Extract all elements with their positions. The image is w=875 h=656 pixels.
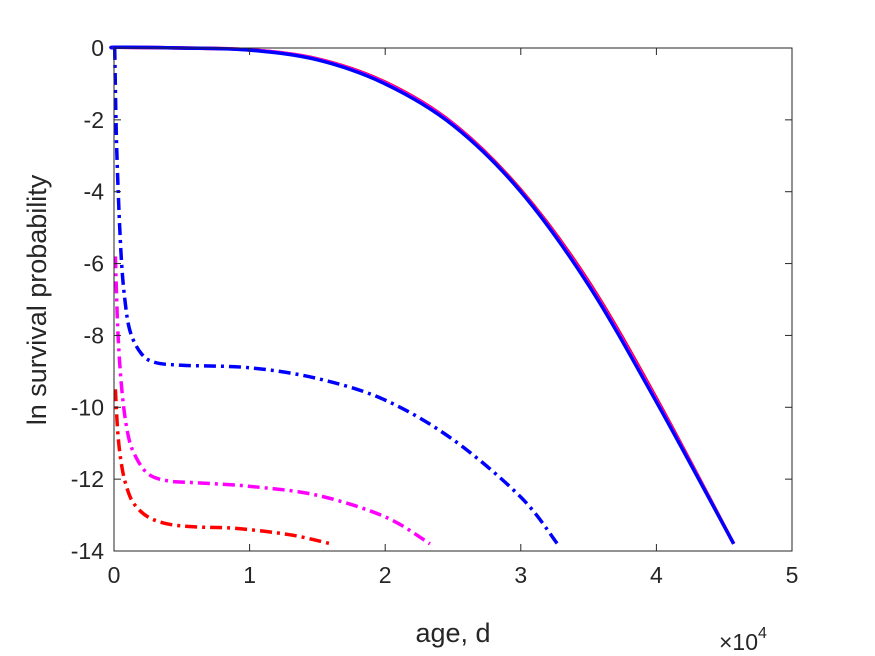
- x-tick-label-2: 2: [379, 562, 392, 588]
- x-tick-label-3: 3: [514, 562, 527, 588]
- x-tick-label-4: 4: [650, 562, 663, 588]
- series-line-4: [113, 256, 431, 546]
- y-tick-label-4: -8: [84, 322, 104, 348]
- y-tick-label-6: -12: [71, 466, 104, 492]
- tick-layer: 0 1 2 3 4 5 0 -2 -4 -6 -8 -10 -12 -14: [71, 35, 799, 588]
- y-tick-label-0: 0: [91, 35, 104, 61]
- x-axis-multiplier-exponent: 4: [758, 625, 767, 642]
- y-tick-label-5: -10: [71, 394, 104, 420]
- y-tick-label-3: -6: [84, 251, 104, 277]
- x-axis-multiplier: ×104: [719, 625, 767, 655]
- x-tick-label-5: 5: [786, 562, 799, 588]
- y-tick-label-1: -2: [84, 107, 104, 133]
- series-line-3: [113, 389, 332, 546]
- x-axis-label: age, d: [415, 618, 490, 648]
- plot-frame: [113, 47, 793, 552]
- y-axis-label: ln survival probability: [22, 174, 52, 425]
- x-tick-label-1: 1: [243, 562, 256, 588]
- y-tick-label-7: -14: [71, 538, 104, 564]
- x-tick-label-0: 0: [108, 562, 121, 588]
- series-line-5: [112, 47, 559, 545]
- y-tick-label-2: -4: [84, 179, 105, 205]
- x-axis-multiplier-base: ×10: [719, 629, 758, 655]
